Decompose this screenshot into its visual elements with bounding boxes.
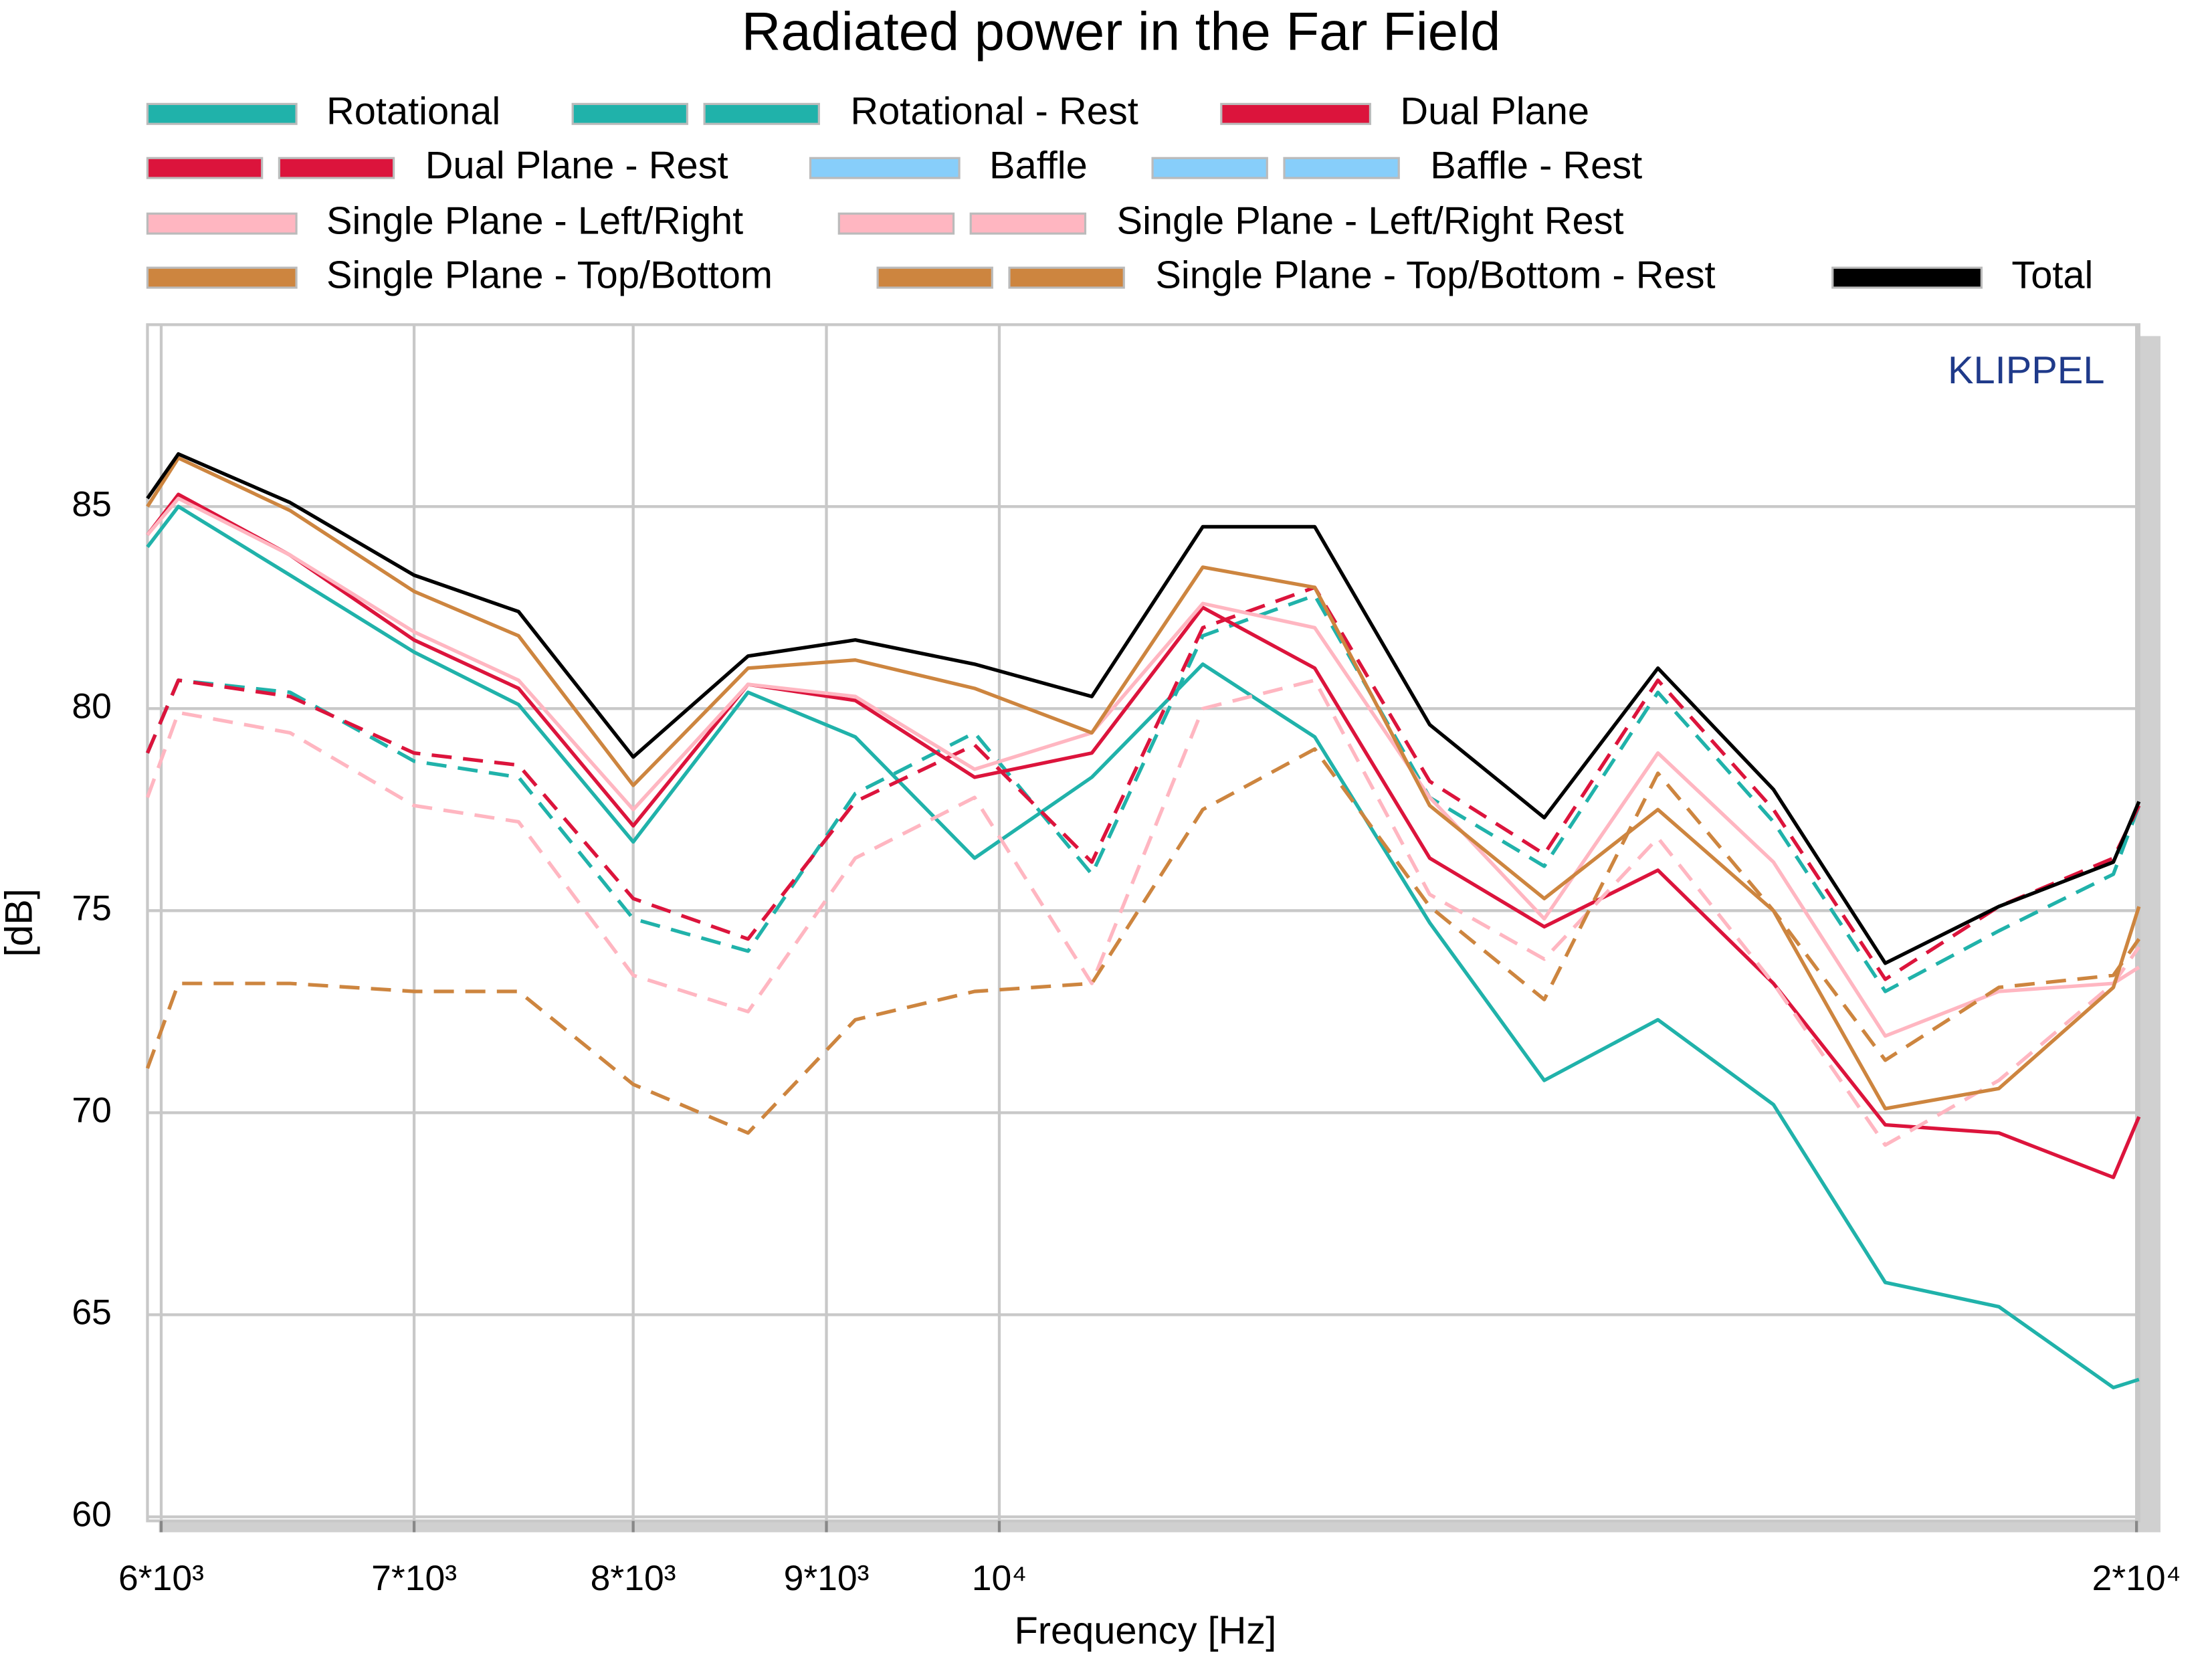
series-line [146,504,2140,1389]
y-tick-label: 70 [72,1091,112,1131]
series-line [145,678,2141,1147]
series-line [146,585,2141,981]
legend-swatch [146,212,298,235]
legend-swatch [876,266,993,289]
x-tick-label: 2*10⁴ [2092,1559,2181,1598]
legend-label: Single Plane - Top/Bottom [326,254,773,296]
legend-label: Single Plane - Left/Right Rest [1117,200,1624,243]
chart-title: Radiated power in the Far Field [742,2,1501,62]
annotation: KLIPPEL [1948,349,2104,392]
legend-swatch [969,212,1087,235]
legend-label: Dual Plane - Rest [425,144,728,187]
y-axis-label: [dB] [0,888,40,957]
legend-label: Baffle [989,144,1088,187]
x-tick-label: 8*10³ [591,1559,676,1598]
x-tick-label: 9*10³ [784,1559,870,1598]
legend-swatch [1008,266,1125,289]
legend-swatch [1220,102,1372,125]
y-tick-label: 65 [72,1293,112,1333]
series-line [146,496,2140,1038]
legend-label: Rotational - Rest [850,90,1138,133]
series-line [146,492,2141,1179]
x-tick-label: 10⁴ [972,1559,1027,1598]
legend-label: Rotational [326,90,500,133]
legend-label: Single Plane - Left/Right [326,200,743,243]
x-axis-label: Frequency [Hz] [1014,1609,1276,1652]
legend-swatch [703,102,820,125]
legend-label: Baffle - Rest [1430,144,1642,187]
y-tick-label: 85 [72,484,112,524]
legend-label: Total [2011,254,2093,296]
legend-swatch [1151,157,1268,179]
legend-label: Dual Plane [1400,90,1589,133]
legend-swatch [278,157,395,179]
legend-swatch [809,157,961,179]
series-line [146,456,2141,1110]
legend-swatch [146,157,264,179]
series-line [145,747,2141,1135]
y-tick-label: 60 [72,1495,112,1535]
legend-swatch [1283,157,1400,179]
series-line [146,593,2141,993]
plot-area [146,323,2140,1523]
y-tick-label: 80 [72,686,112,726]
legend-swatch [837,212,955,235]
y-tick-label: 75 [72,888,112,928]
legend-swatch [146,102,298,125]
x-tick-label: 7*10³ [371,1559,457,1598]
legend-swatch [571,102,689,125]
legend-swatch [146,266,298,289]
x-tick-label: 6*10³ [118,1559,204,1598]
legend-swatch [1831,266,1983,289]
series-line [146,452,2141,965]
legend-label: Single Plane - Top/Bottom - Rest [1155,254,1715,296]
